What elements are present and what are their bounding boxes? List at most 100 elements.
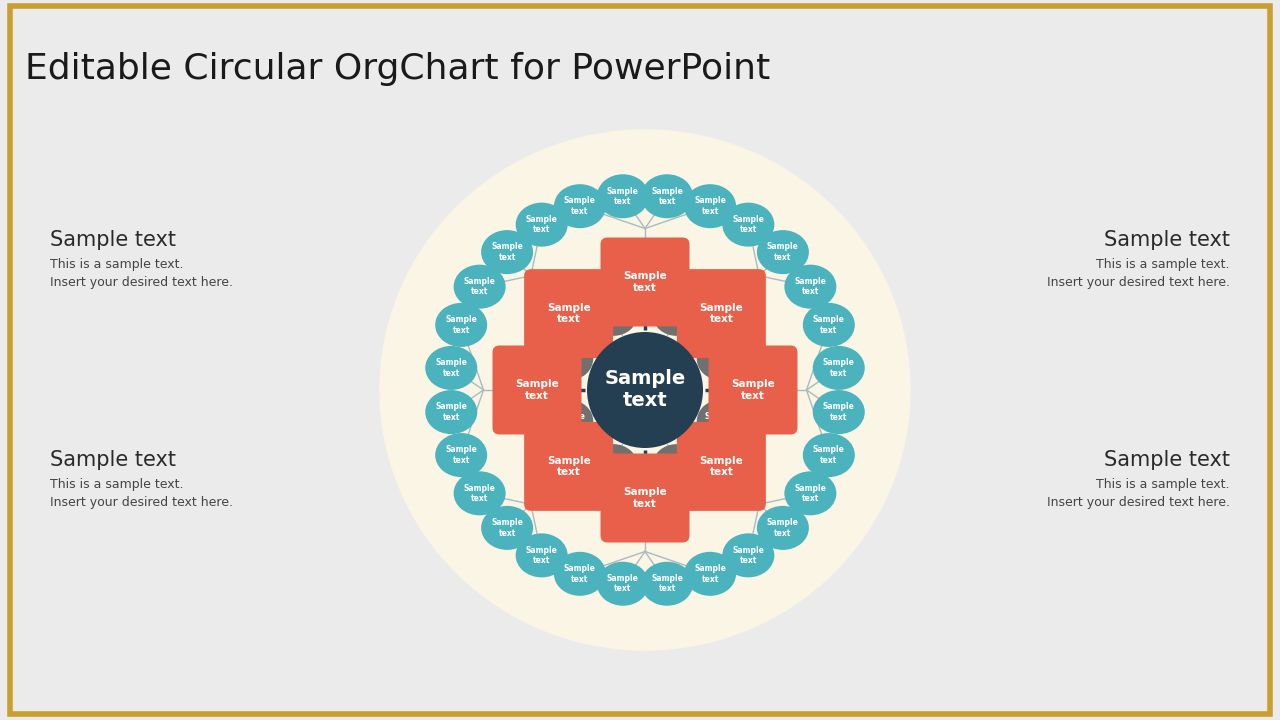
Ellipse shape xyxy=(435,303,488,347)
Text: This is a sample text.
Insert your desired text here.: This is a sample text. Insert your desir… xyxy=(1047,258,1230,289)
Text: Sample
text: Sample text xyxy=(463,484,495,503)
Text: Sample
text: Sample text xyxy=(598,456,630,475)
Ellipse shape xyxy=(803,433,855,477)
Text: Sample
text: Sample text xyxy=(492,518,524,538)
Ellipse shape xyxy=(785,265,836,309)
Ellipse shape xyxy=(481,230,532,274)
Text: Sample
text: Sample text xyxy=(526,215,558,234)
Text: Sample
text: Sample text xyxy=(445,446,477,465)
Text: Sample
text: Sample text xyxy=(652,574,684,593)
Text: This is a sample text.
Insert your desired text here.: This is a sample text. Insert your desir… xyxy=(50,258,233,289)
FancyBboxPatch shape xyxy=(600,454,690,542)
Ellipse shape xyxy=(380,130,910,650)
Text: Sample
text: Sample text xyxy=(564,564,596,583)
Text: Sample
text: Sample text xyxy=(813,446,845,465)
Text: Sample
text: Sample text xyxy=(607,186,639,206)
Text: This is a sample text.
Insert your desired text here.: This is a sample text. Insert your desir… xyxy=(1047,478,1230,509)
Ellipse shape xyxy=(590,444,637,487)
Ellipse shape xyxy=(684,552,736,596)
Text: Sample
text: Sample text xyxy=(604,369,686,410)
Text: Sample
text: Sample text xyxy=(660,456,692,475)
FancyBboxPatch shape xyxy=(600,238,690,326)
Text: Sample
text: Sample text xyxy=(795,484,827,503)
Ellipse shape xyxy=(453,472,506,516)
Ellipse shape xyxy=(425,346,477,390)
Ellipse shape xyxy=(653,292,700,336)
Text: Sample
text: Sample text xyxy=(547,456,590,477)
Ellipse shape xyxy=(696,400,745,443)
Ellipse shape xyxy=(425,390,477,434)
Text: Sample
text: Sample text xyxy=(767,518,799,538)
Text: Sample
text: Sample text xyxy=(705,412,737,431)
Ellipse shape xyxy=(516,202,567,247)
FancyBboxPatch shape xyxy=(709,346,797,434)
Text: Sample
text: Sample text xyxy=(607,574,639,593)
Text: Sample
text: Sample text xyxy=(660,305,692,324)
Ellipse shape xyxy=(545,337,593,380)
Text: Sample
text: Sample text xyxy=(732,215,764,234)
Text: Sample text: Sample text xyxy=(50,450,177,470)
Text: Sample
text: Sample text xyxy=(732,546,764,565)
Text: Sample
text: Sample text xyxy=(435,402,467,422)
Text: Sample
text: Sample text xyxy=(526,546,558,565)
Text: Sample
text: Sample text xyxy=(623,271,667,293)
Text: Sample
text: Sample text xyxy=(699,456,744,477)
Ellipse shape xyxy=(435,433,488,477)
Text: Sample
text: Sample text xyxy=(699,303,744,325)
FancyBboxPatch shape xyxy=(677,269,765,358)
Ellipse shape xyxy=(596,174,649,218)
Ellipse shape xyxy=(813,346,865,390)
FancyBboxPatch shape xyxy=(524,422,613,511)
Ellipse shape xyxy=(756,230,809,274)
FancyBboxPatch shape xyxy=(524,269,613,358)
Text: Sample
text: Sample text xyxy=(823,402,855,422)
Ellipse shape xyxy=(545,400,593,443)
Text: Sample
text: Sample text xyxy=(694,564,726,583)
Ellipse shape xyxy=(590,292,637,336)
Text: This is a sample text.
Insert your desired text here.: This is a sample text. Insert your desir… xyxy=(50,478,233,509)
Text: Sample
text: Sample text xyxy=(553,412,585,431)
Text: Sample
text: Sample text xyxy=(435,359,467,377)
Text: Sample
text: Sample text xyxy=(492,243,524,262)
Ellipse shape xyxy=(722,534,774,577)
Ellipse shape xyxy=(696,337,745,380)
Text: Sample text: Sample text xyxy=(50,230,177,250)
FancyBboxPatch shape xyxy=(677,422,765,511)
Text: Sample
text: Sample text xyxy=(598,305,630,324)
Ellipse shape xyxy=(785,472,836,516)
Text: Sample
text: Sample text xyxy=(652,186,684,206)
Text: Sample
text: Sample text xyxy=(547,303,590,325)
Ellipse shape xyxy=(554,552,605,596)
Ellipse shape xyxy=(641,174,692,218)
Ellipse shape xyxy=(641,562,692,606)
Ellipse shape xyxy=(453,265,506,309)
Text: Sample
text: Sample text xyxy=(767,243,799,262)
Ellipse shape xyxy=(803,303,855,347)
Text: Sample text: Sample text xyxy=(1103,450,1230,470)
Text: Sample
text: Sample text xyxy=(553,349,585,369)
FancyBboxPatch shape xyxy=(493,346,581,434)
Text: Sample
text: Sample text xyxy=(823,359,855,377)
Text: Sample
text: Sample text xyxy=(463,277,495,297)
Text: Editable Circular OrgChart for PowerPoint: Editable Circular OrgChart for PowerPoin… xyxy=(26,52,771,86)
Text: Sample
text: Sample text xyxy=(515,379,559,401)
Text: Sample
text: Sample text xyxy=(731,379,774,401)
Ellipse shape xyxy=(653,444,700,487)
Text: Sample
text: Sample text xyxy=(445,315,477,335)
Text: Sample
text: Sample text xyxy=(623,487,667,509)
Ellipse shape xyxy=(516,534,567,577)
Ellipse shape xyxy=(554,184,605,228)
Ellipse shape xyxy=(481,506,532,550)
Text: Sample
text: Sample text xyxy=(705,349,737,369)
Text: Sample
text: Sample text xyxy=(813,315,845,335)
Ellipse shape xyxy=(722,202,774,247)
Text: Sample
text: Sample text xyxy=(694,197,726,216)
Text: Sample
text: Sample text xyxy=(564,197,596,216)
Ellipse shape xyxy=(588,332,703,448)
Text: Sample
text: Sample text xyxy=(795,277,827,297)
Ellipse shape xyxy=(684,184,736,228)
Ellipse shape xyxy=(813,390,865,434)
Ellipse shape xyxy=(596,562,649,606)
Text: Sample text: Sample text xyxy=(1103,230,1230,250)
Ellipse shape xyxy=(756,506,809,550)
